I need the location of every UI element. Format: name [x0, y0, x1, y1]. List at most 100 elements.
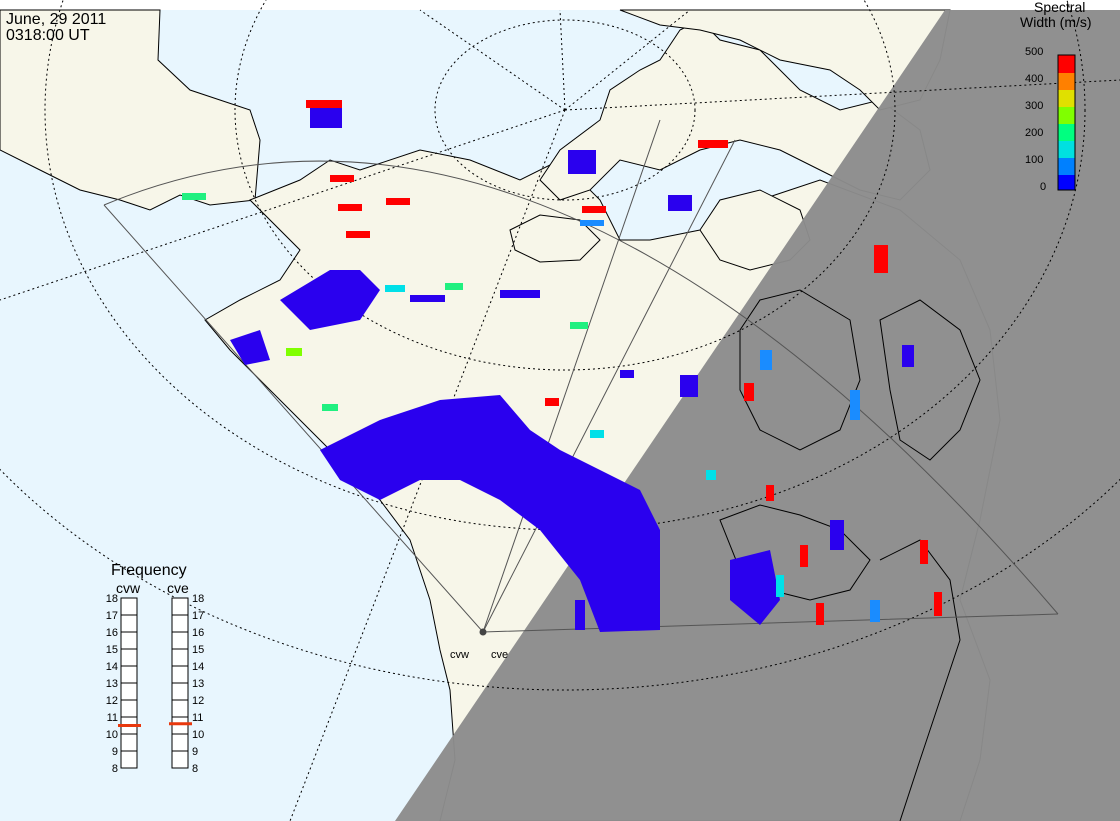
colorbar-tick-0: 0 [1040, 181, 1046, 193]
frequency-tick-right: 10 [192, 729, 204, 741]
echo-cell-1 [310, 108, 342, 128]
colorbar-gradient [1057, 54, 1076, 191]
colorbar-tick-100: 100 [1025, 154, 1043, 166]
colorbar-frame [1057, 54, 1076, 191]
echo-green-5 [286, 348, 302, 356]
colorbar-seg-1 [1058, 55, 1075, 73]
echo-green-4 [322, 404, 338, 411]
frequency-tick-left: 8 [112, 763, 118, 775]
frequency-tick-left: 16 [106, 627, 118, 639]
colorbar-seg-2 [1058, 73, 1075, 90]
echo-mid-3 [870, 600, 880, 622]
frequency-tick-left: 18 [106, 593, 118, 605]
time-label: 0318:00 UT [6, 27, 90, 44]
radar-label-cve: cve [491, 649, 508, 661]
frequency-tick-right: 18 [192, 593, 204, 605]
colorbar-seg-5 [1058, 124, 1075, 141]
colorbar-seg-6 [1058, 141, 1075, 158]
echo-patch-alaska-west [230, 330, 270, 365]
frequency-label-cve: cve [167, 580, 189, 596]
echo-cell-9 [830, 520, 844, 550]
frequency-panel: Frequency cvw cve 18 17 16 15 14 13 12 11 10 9 8 1… [106, 562, 205, 775]
echo-cyan-3 [706, 470, 716, 480]
echo-high-11 [816, 603, 824, 625]
echo-cell-7 [410, 295, 445, 302]
echo-cell-8 [902, 345, 914, 367]
colorbar-tick-500: 500 [1025, 46, 1043, 58]
radar-label-cvw: cvw [450, 649, 469, 661]
echo-high-14 [874, 245, 888, 273]
frequency-grid [121, 614, 188, 752]
date-label: June, 29 2011 [6, 11, 106, 28]
echo-cell-6 [500, 290, 540, 298]
frequency-tick-right: 12 [192, 695, 204, 707]
frequency-tick-right: 13 [192, 678, 204, 690]
echo-high-1 [306, 100, 342, 108]
frequency-tick-left: 15 [106, 644, 118, 656]
echo-cyan-2 [590, 430, 604, 438]
frequency-tick-left: 17 [106, 610, 118, 622]
frequency-tick-right: 17 [192, 610, 204, 622]
lon-line-1 [419, 9, 566, 111]
colorbar-seg-7 [1058, 158, 1075, 175]
frequency-title: Frequency [111, 562, 187, 579]
fov-arc [103, 160, 1059, 615]
echo-mid-2 [850, 390, 860, 420]
lon-line-3 [564, 9, 691, 111]
echo-green-2 [445, 283, 463, 290]
frequency-tick-left: 12 [106, 695, 118, 707]
colorbar: Spectral Width (m/s) 500 400 300 200 100… [1020, 0, 1092, 193]
fov-beam-divider-1 [482, 119, 661, 633]
frequency-scale-right: 18 17 16 15 14 13 12 11 10 9 8 [192, 593, 204, 775]
frequency-tick-right: 9 [192, 746, 198, 758]
frequency-scale-left: 18 17 16 15 14 13 12 11 10 9 8 [106, 593, 118, 775]
echo-high-8 [545, 398, 559, 406]
echo-high-15 [744, 383, 754, 401]
echo-high-6 [582, 206, 606, 213]
colorbar-tick-200: 200 [1025, 127, 1043, 139]
echo-high-9 [766, 485, 774, 501]
echoes-low-width [230, 108, 914, 632]
colorbar-seg-3 [1058, 90, 1075, 107]
echoes-cyan-width [385, 285, 784, 597]
frequency-tick-right: 11 [192, 712, 203, 724]
echo-green-1 [182, 193, 206, 200]
frequency-tick-left: 14 [106, 661, 118, 673]
colorbar-seg-4 [1058, 107, 1075, 124]
echo-cyan-1 [385, 285, 405, 292]
echo-patch-lakes [730, 550, 780, 625]
echo-patch-main [320, 395, 660, 632]
colorbar-seg-8 [1058, 175, 1075, 190]
colorbar-title-line2: Width (m/s) [1020, 14, 1092, 30]
echo-green-3 [570, 322, 588, 329]
colorbar-tick-400: 400 [1025, 73, 1043, 85]
echo-cyan-4 [776, 575, 784, 597]
coast-labrador [879, 299, 981, 461]
frequency-tick-left: 10 [106, 729, 118, 741]
echoes-mid-width [580, 220, 880, 622]
echo-patch-alaska [280, 270, 380, 330]
echo-mid-1 [580, 220, 604, 226]
echo-high-4 [386, 198, 410, 205]
lon-line-4 [0, 109, 566, 301]
frequency-tick-left: 13 [106, 678, 118, 690]
echoes-high-width [306, 100, 942, 625]
radar-site-marker [479, 628, 487, 636]
echoes-green-width [182, 193, 588, 411]
echo-high-3 [338, 204, 362, 211]
colorbar-title-line1: Spectral [1034, 0, 1085, 15]
echo-cell-2 [568, 150, 596, 174]
frequency-tick-right: 16 [192, 627, 204, 639]
echo-cell-10 [575, 600, 585, 630]
echo-high-13 [934, 592, 942, 616]
echo-high-2 [330, 175, 354, 182]
lat-circle-70 [234, 0, 896, 371]
frequency-label-cvw: cvw [116, 580, 141, 596]
echo-high-5 [346, 231, 370, 238]
frequency-tick-right: 8 [192, 763, 198, 775]
echo-cell-3 [668, 195, 692, 211]
fov-beam-divider-2 [482, 139, 736, 633]
landmass-siberia [0, 9, 261, 211]
